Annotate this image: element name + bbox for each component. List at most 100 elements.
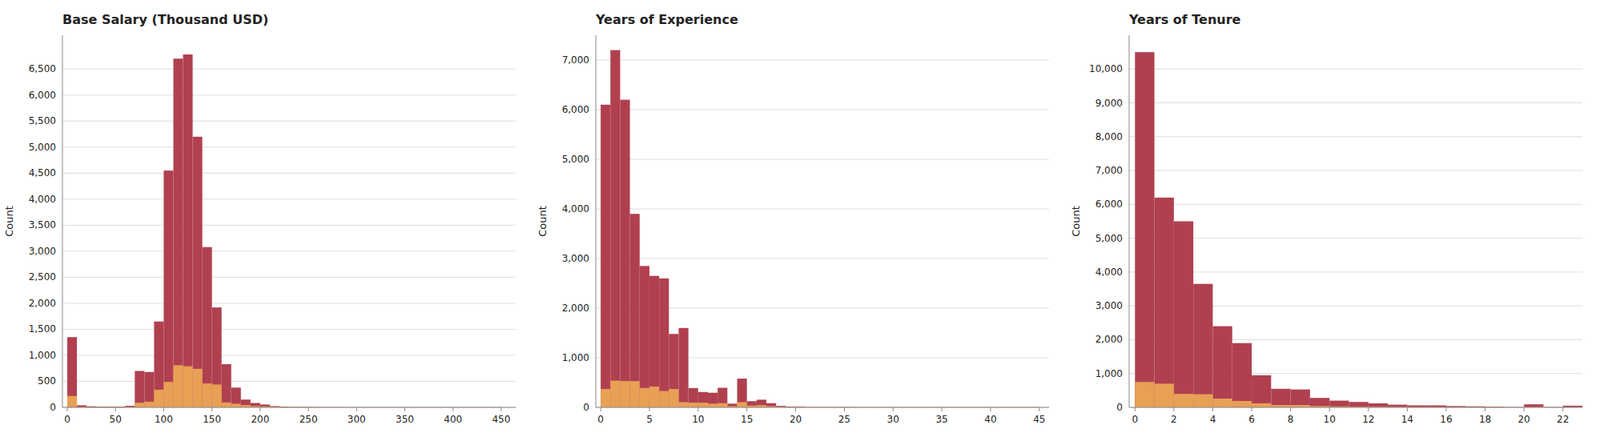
bar [1193,394,1213,408]
bar [172,365,183,408]
x-tick [115,407,117,412]
grid-line [62,172,516,174]
bar [1193,284,1213,408]
bar [1251,375,1271,408]
bar [163,381,173,408]
bar [1173,393,1194,408]
y-tick-label: 3,500 [28,219,57,231]
bar [1348,402,1368,408]
x-tick-label: 14 [1401,414,1414,426]
y-tick-label: 4,000 [562,203,590,215]
bar [600,389,611,408]
y-tick-label: 500 [37,375,57,387]
bar [1154,197,1174,408]
bar [756,399,767,408]
bar [1387,405,1408,408]
y-tick-label: 7,000 [562,54,590,66]
grid-line [62,354,516,356]
bar [1290,389,1311,408]
bar [192,369,203,408]
x-tick [163,407,165,412]
bar [659,278,669,408]
x-tick [746,407,748,412]
bar [183,54,193,408]
grid-line [595,209,1050,210]
grid-line [595,407,1050,409]
x-tick-label: 50 [109,414,122,426]
x-tick-label: 4 [1210,414,1217,426]
grid-line [595,258,1050,260]
grid [62,68,516,408]
bar [1523,404,1544,408]
title: Base Salary (Thousand USD) [62,12,269,28]
x-tick [1290,407,1291,412]
grid-line [1129,237,1583,239]
bar [67,396,77,408]
panel: 05001,0001,5002,0002,5003,0003,5004,0004… [3,12,516,426]
y-tick-label: 10,000 [1089,63,1123,75]
y-tick-label: 4,000 [1095,266,1123,278]
y-tick-label: 6,000 [1095,198,1123,210]
bar [736,378,747,408]
y-tick-label: 5,000 [28,141,57,153]
x-tick [1038,407,1040,412]
bar [639,388,650,408]
bar [221,364,232,408]
x-tick [648,407,650,412]
grid-line [62,407,516,409]
x-tick [1367,407,1369,412]
y-tick-label: 2,000 [562,302,590,314]
grid-line [62,302,516,304]
bar [1232,343,1252,408]
grid-line [595,109,1050,111]
x-tick-label: 15 [740,414,753,426]
x-tick [600,407,602,412]
x-tick [211,407,213,412]
panel: 01,0002,0003,0004,0005,0006,0007,0008,00… [1069,12,1583,426]
grid-line [62,225,516,226]
x-tick-label: 0 [597,414,604,426]
bar [212,384,222,408]
series [67,54,502,408]
x-tick-label: 10 [691,414,704,426]
x-tick [259,407,261,412]
x-tick [500,407,502,412]
grid-line [62,381,516,382]
bar [668,389,679,408]
bar [1368,403,1388,408]
x-tick-label: 12 [1362,414,1375,426]
y-tick-label: 1,000 [562,352,590,364]
x-tick [308,407,310,412]
grid-line [1129,68,1583,70]
x-tick-label: 150 [202,414,222,426]
bar [659,391,669,408]
y-tick-label: 2,500 [28,271,57,283]
grid-line [62,329,516,330]
bar [134,370,145,408]
x-tick [404,407,406,412]
x-tick-label: 2 [1170,414,1178,426]
y-tick-label: 0 [49,402,57,414]
bar [144,372,154,408]
series [1134,381,1583,408]
bar [153,321,164,408]
bars [600,50,1040,408]
y-tick-label: 5,500 [28,115,57,127]
x-tick-label: 400 [443,414,463,426]
x-tick-label: 16 [1439,414,1452,426]
y-tick-label: 4,000 [28,193,57,206]
grid-line [1129,407,1583,409]
bar [639,265,650,408]
x-tick-label: 10 [1323,414,1336,426]
bar [1212,398,1232,408]
y-tick-label: 1,000 [28,349,57,362]
bar [67,337,77,408]
x-tick-label: 40 [984,414,997,426]
x-tick-label: 0 [64,414,71,426]
x-tick [1484,407,1486,412]
grid-line [62,146,516,148]
x-tick-label: 100 [154,414,173,426]
x-tick-label: 450 [491,414,511,426]
x-tick [67,407,69,412]
bar [678,328,688,408]
